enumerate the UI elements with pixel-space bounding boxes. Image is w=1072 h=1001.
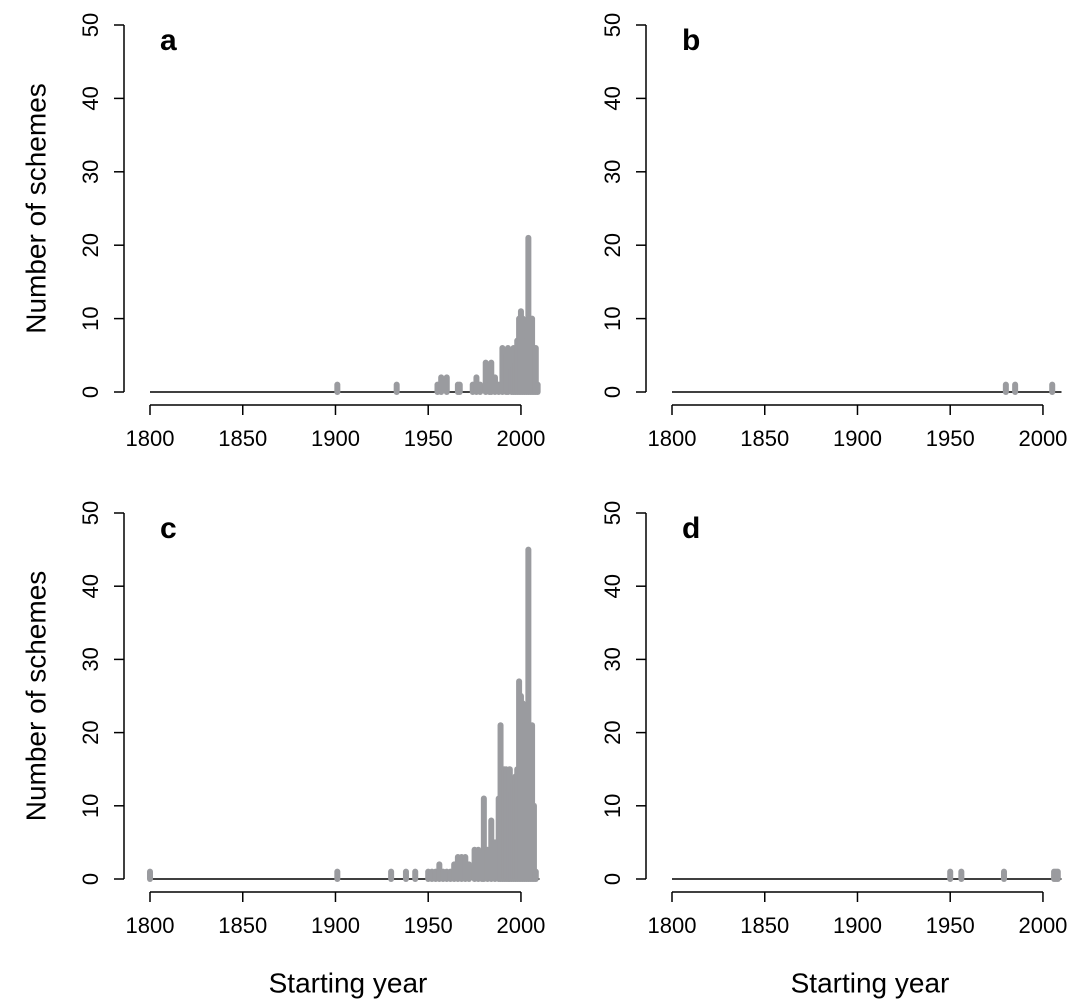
panel-label: c <box>160 512 177 545</box>
x-tick-label: 1900 <box>311 426 360 451</box>
y-tick-label: 50 <box>78 501 103 525</box>
x-tick-label: 2000 <box>1018 426 1067 451</box>
y-tick-label: 10 <box>600 794 625 818</box>
x-tick-label: 1950 <box>926 913 975 938</box>
panel-label: d <box>682 512 700 545</box>
y-tick-label: 0 <box>78 386 103 398</box>
y-tick-label: 40 <box>78 574 103 598</box>
y-tick-label: 50 <box>78 13 103 37</box>
x-tick-label: 1850 <box>218 426 267 451</box>
x-tick-label: 2000 <box>496 913 545 938</box>
y-tick-label: 20 <box>600 233 625 257</box>
y-tick-label: 40 <box>78 86 103 110</box>
x-tick-label: 1900 <box>833 426 882 451</box>
y-tick-label: 40 <box>600 574 625 598</box>
y-tick-label: 30 <box>78 160 103 184</box>
x-tick-label: 1850 <box>218 913 267 938</box>
y-tick-label: 0 <box>78 873 103 885</box>
panel-label: b <box>682 24 700 57</box>
y-tick-label: 0 <box>600 386 625 398</box>
x-tick-label: 1950 <box>404 426 453 451</box>
x-tick-label: 1950 <box>404 913 453 938</box>
y-tick-label: 20 <box>78 233 103 257</box>
y-tick-label: 10 <box>600 306 625 330</box>
y-axis-label: Number of schemes <box>20 571 51 822</box>
panel-label: a <box>160 24 177 57</box>
y-tick-label: 50 <box>600 13 625 37</box>
y-tick-label: 20 <box>600 720 625 744</box>
x-tick-label: 1850 <box>740 913 789 938</box>
x-axis-label: Starting year <box>269 967 428 998</box>
y-tick-label: 10 <box>78 794 103 818</box>
x-axis-label: Starting year <box>791 967 950 998</box>
x-tick-label: 1950 <box>926 426 975 451</box>
x-tick-label: 1900 <box>833 913 882 938</box>
x-tick-label: 1800 <box>648 913 697 938</box>
y-tick-label: 0 <box>600 873 625 885</box>
y-tick-label: 30 <box>600 647 625 671</box>
x-tick-label: 1850 <box>740 426 789 451</box>
x-tick-label: 1800 <box>648 426 697 451</box>
x-tick-label: 2000 <box>1018 913 1067 938</box>
y-tick-label: 10 <box>78 306 103 330</box>
x-tick-label: 1900 <box>311 913 360 938</box>
y-tick-label: 30 <box>78 647 103 671</box>
y-tick-label: 20 <box>78 720 103 744</box>
y-tick-label: 30 <box>600 160 625 184</box>
x-tick-label: 1800 <box>126 913 175 938</box>
x-tick-label: 1800 <box>126 426 175 451</box>
x-tick-label: 2000 <box>496 426 545 451</box>
y-axis-label: Number of schemes <box>20 83 51 334</box>
y-tick-label: 50 <box>600 501 625 525</box>
y-tick-label: 40 <box>600 86 625 110</box>
